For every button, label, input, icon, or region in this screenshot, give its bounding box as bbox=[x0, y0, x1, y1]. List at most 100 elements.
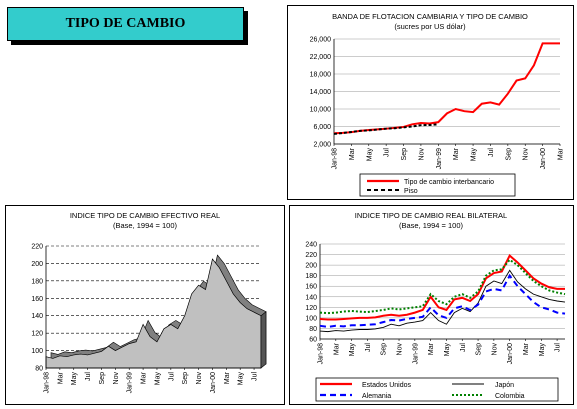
x-tick-label: Jul bbox=[460, 343, 467, 352]
chart-effective-real: INDICE TIPO DE CAMBIO EFECTIVO REAL (Bas… bbox=[31, 211, 267, 394]
x-tick-label: Nov bbox=[418, 148, 425, 161]
x-tick-label: Mar bbox=[141, 371, 148, 384]
y-tick-label: 18,000 bbox=[310, 72, 332, 79]
x-tick-label: May bbox=[444, 343, 451, 357]
x-tick-label: Mar bbox=[224, 371, 231, 384]
x-tick-label: Jan-98 bbox=[332, 148, 339, 170]
chart-title: BANDA DE FLOTACION CAMBIARIA Y TIPO DE C… bbox=[332, 12, 528, 21]
y-tick-label: 120 bbox=[305, 305, 317, 312]
x-tick-label: Nov bbox=[196, 372, 203, 385]
y-tick-label: 22,000 bbox=[310, 54, 332, 61]
x-tick-label: Jan-98 bbox=[318, 343, 325, 365]
x-tick-label: Mar bbox=[349, 147, 356, 160]
legend-label: Estados Unidos bbox=[362, 382, 412, 389]
x-tick-label: Jul bbox=[555, 343, 562, 352]
x-tick-label: Nov bbox=[113, 372, 120, 385]
x-tick-label: Jan-99 bbox=[436, 148, 443, 170]
chart-exchange-band-panel: BANDA DE FLOTACION CAMBIARIA Y TIPO DE C… bbox=[287, 5, 574, 200]
y-tick-label: 180 bbox=[31, 278, 43, 285]
area-series-side bbox=[260, 311, 267, 369]
x-tick-label: Jul bbox=[168, 372, 175, 381]
y-tick-label: 80 bbox=[35, 366, 43, 373]
x-tick-label: Jul bbox=[85, 372, 92, 381]
x-tick-label: May bbox=[71, 372, 78, 386]
x-tick-label: Mar bbox=[428, 342, 435, 355]
legend-label: Piso bbox=[404, 188, 418, 195]
y-tick-label: 220 bbox=[305, 252, 317, 259]
page-title-box: TIPO DE CAMBIO bbox=[7, 7, 244, 41]
x-tick-label: Sep bbox=[99, 372, 106, 385]
y-tick-label: 100 bbox=[31, 348, 43, 355]
y-tick-label: 240 bbox=[305, 242, 317, 249]
x-tick-label: Jan-99 bbox=[412, 343, 419, 365]
chart-title: INDICE TIPO DE CAMBIO EFECTIVO REAL bbox=[70, 211, 220, 220]
y-tick-label: 10,000 bbox=[310, 107, 332, 114]
line-series-0 bbox=[333, 42, 560, 135]
y-tick-label: 200 bbox=[31, 261, 43, 268]
x-tick-label: Sep bbox=[401, 148, 408, 161]
line-series-2 bbox=[319, 273, 566, 328]
y-tick-label: 60 bbox=[309, 337, 317, 344]
x-tick-label: Mar bbox=[333, 342, 340, 355]
y-tick-label: 200 bbox=[305, 263, 317, 270]
y-tick-label: 220 bbox=[31, 244, 43, 251]
chart-legend: Estados Unidos Japón Alemania Colombia bbox=[315, 377, 559, 402]
x-tick-label: Mar bbox=[523, 342, 530, 355]
x-tick-label: May bbox=[154, 372, 161, 386]
y-tick-label: 140 bbox=[31, 313, 43, 320]
y-tick-label: 2,000 bbox=[313, 142, 331, 149]
chart-bilateral-real: INDICE TIPO DE CAMBIO REAL BILATERAL (Ba… bbox=[305, 211, 566, 402]
legend-label: Alemania bbox=[362, 393, 391, 400]
x-tick-label: Jan-98 bbox=[44, 372, 51, 394]
x-tick-label: May bbox=[539, 343, 546, 357]
x-tick-label: May bbox=[238, 372, 245, 386]
x-tick-label: May bbox=[366, 148, 373, 162]
x-tick-label: Jan-00 bbox=[210, 372, 217, 394]
y-tick-label: 120 bbox=[31, 331, 43, 338]
y-tick-label: 6,000 bbox=[313, 124, 331, 131]
line-series-3 bbox=[319, 258, 566, 315]
x-tick-label: Sep bbox=[381, 343, 388, 356]
x-tick-label: Mar bbox=[453, 147, 460, 160]
x-tick-label: Jan-00 bbox=[507, 343, 514, 365]
x-tick-label: Nov bbox=[491, 343, 498, 356]
chart-effective-real-panel: INDICE TIPO DE CAMBIO EFECTIVO REAL (Bas… bbox=[5, 205, 285, 405]
x-tick-label: Nov bbox=[523, 148, 530, 161]
x-tick-label: Jul bbox=[365, 343, 372, 352]
x-tick-label: May bbox=[349, 343, 356, 357]
line-series-0 bbox=[319, 254, 565, 321]
line-series-1 bbox=[333, 123, 439, 135]
legend-label: Tipo de cambio interbancario bbox=[404, 179, 494, 186]
x-tick-label: Nov bbox=[397, 343, 404, 356]
y-tick-label: 26,000 bbox=[310, 37, 332, 44]
x-tick-label: Sep bbox=[476, 343, 483, 356]
y-tick-label: 180 bbox=[305, 273, 317, 280]
legend-label: Japón bbox=[495, 382, 514, 389]
x-tick-label: Jul bbox=[384, 148, 391, 157]
chart-bilateral-real-panel: INDICE TIPO DE CAMBIO REAL BILATERAL (Ba… bbox=[289, 205, 574, 405]
y-tick-label: 160 bbox=[305, 284, 317, 291]
chart-title: INDICE TIPO DE CAMBIO REAL BILATERAL bbox=[355, 211, 507, 220]
chart-subtitle: (Base, 1994 = 100) bbox=[113, 221, 178, 230]
chart-subtitle: (sucres por US dólar) bbox=[394, 22, 466, 31]
x-tick-label: Jul bbox=[488, 148, 495, 157]
y-tick-label: 160 bbox=[31, 296, 43, 303]
x-tick-label: Jan-00 bbox=[540, 148, 547, 170]
y-tick-label: 140 bbox=[305, 294, 317, 301]
line-series-1 bbox=[319, 269, 566, 333]
x-tick-label: Jan-99 bbox=[127, 372, 134, 394]
page-title: TIPO DE CAMBIO bbox=[65, 16, 186, 31]
x-tick-label: Mar bbox=[558, 147, 565, 160]
chart-exchange-band: BANDA DE FLOTACION CAMBIARIA Y TIPO DE C… bbox=[310, 12, 565, 197]
y-tick-label: 14,000 bbox=[310, 89, 332, 96]
chart-legend: Tipo de cambio interbancario Piso bbox=[359, 173, 516, 197]
y-tick-label: 80 bbox=[309, 326, 317, 333]
x-tick-label: May bbox=[471, 148, 478, 162]
legend-label: Colombia bbox=[495, 393, 525, 400]
x-tick-label: Sep bbox=[182, 372, 189, 385]
area-series bbox=[45, 258, 262, 369]
y-tick-label: 100 bbox=[305, 315, 317, 322]
x-tick-label: Mar bbox=[57, 371, 64, 384]
chart-subtitle: (Base, 1994 = 100) bbox=[399, 221, 464, 230]
x-tick-label: Jul bbox=[252, 372, 259, 381]
